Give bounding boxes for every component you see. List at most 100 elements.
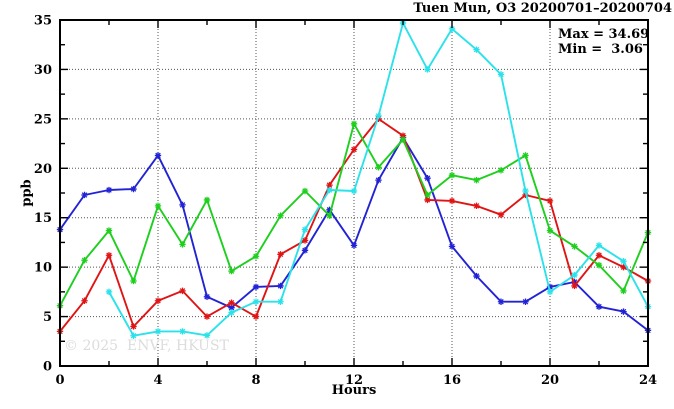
- series-blue-marker: [252, 283, 260, 291]
- series-green-marker: [81, 257, 88, 264]
- stat-max: Max = 34.69: [558, 27, 650, 42]
- series-blue-marker: [448, 243, 456, 250]
- series-red-marker: [571, 282, 578, 290]
- series-red-marker: [497, 211, 505, 218]
- series-blue-marker: [522, 298, 529, 305]
- x-axis-label: Hours: [331, 383, 377, 398]
- series-red-marker: [399, 132, 407, 139]
- series-green-marker: [497, 167, 505, 174]
- series-cyan-marker: [130, 332, 137, 339]
- series-cyan-marker: [154, 328, 162, 335]
- series-blue-marker: [326, 206, 333, 214]
- series-cyan-marker: [277, 298, 284, 305]
- series-cyan-marker: [350, 187, 358, 195]
- series-cyan-marker: [179, 328, 186, 335]
- x-tick-label: 12: [345, 373, 363, 388]
- series-green-marker: [546, 227, 554, 234]
- series-red-marker: [301, 237, 309, 244]
- stat-min: Min = 3.06: [558, 42, 643, 57]
- series-blue-marker: [154, 152, 162, 159]
- series-green-marker: [473, 176, 480, 184]
- series-cyan-marker: [301, 226, 309, 233]
- y-tick-label: 35: [34, 14, 52, 29]
- series-cyan-marker: [595, 242, 603, 249]
- y-tick-label: 10: [34, 261, 52, 276]
- series-cyan-marker: [326, 186, 333, 194]
- series-green-marker: [522, 152, 529, 159]
- series-blue-marker: [203, 293, 211, 300]
- series-green-marker: [228, 267, 235, 275]
- series-green-marker: [105, 227, 113, 234]
- series-cyan-marker: [448, 25, 456, 33]
- series-green-marker: [595, 261, 603, 269]
- series-cyan-marker: [546, 288, 554, 296]
- series-red-marker: [130, 323, 137, 330]
- stats-box: Max = 34.69 Min = 3.06: [558, 27, 649, 57]
- series-blue-marker: [571, 278, 578, 286]
- series-blue-marker: [277, 282, 284, 290]
- series-blue-marker: [473, 272, 480, 280]
- series-green-marker: [130, 277, 137, 285]
- series-green-marker: [154, 202, 162, 210]
- series-blue-marker: [375, 176, 382, 184]
- x-tick-label: 0: [55, 373, 64, 388]
- series-blue-marker: [301, 247, 309, 254]
- series-blue-marker: [424, 174, 431, 182]
- series-cyan-marker: [105, 288, 113, 296]
- series-red-marker: [448, 197, 456, 205]
- x-tick-label: 24: [639, 373, 657, 388]
- series-blue-marker: [81, 191, 88, 199]
- series-green-marker: [301, 187, 309, 195]
- series-red-marker: [228, 299, 235, 306]
- x-tick-label: 4: [153, 373, 162, 388]
- series-red-marker: [154, 297, 162, 304]
- series-cyan-marker: [522, 187, 529, 195]
- y-tick-label: 25: [34, 112, 52, 127]
- series-cyan-marker: [497, 71, 505, 78]
- series-green-marker: [571, 243, 578, 250]
- y-tick-label: 5: [43, 310, 52, 325]
- watermark: © 2025 ENVF, HKUST: [64, 338, 229, 354]
- series-red-marker: [546, 197, 554, 205]
- series-cyan-marker: [252, 298, 260, 305]
- series-cyan-marker: [203, 332, 211, 339]
- series-red-marker: [203, 313, 211, 320]
- series-green-marker: [424, 191, 431, 199]
- series-red-marker: [595, 252, 603, 259]
- series-green-marker: [252, 253, 260, 260]
- series-blue-marker: [105, 186, 113, 194]
- series-blue-marker: [228, 304, 235, 311]
- series-green-marker: [179, 241, 186, 248]
- series-cyan-marker: [228, 309, 235, 316]
- y-tick-label: 20: [34, 162, 52, 177]
- series-blue-marker: [130, 185, 137, 193]
- series-green-marker: [375, 164, 382, 171]
- plot-frame: [59, 19, 649, 367]
- series-green-marker: [620, 287, 627, 295]
- series-red-marker: [620, 263, 627, 271]
- y-tick-label: 0: [43, 360, 52, 375]
- y-tick-label: 15: [34, 211, 52, 226]
- series-green-marker: [399, 136, 407, 143]
- series-red-marker: [350, 146, 358, 153]
- y-axis-label: ppb: [19, 179, 35, 207]
- series-cyan-marker: [375, 112, 382, 120]
- series-green-marker: [203, 196, 211, 204]
- series-blue-marker: [546, 283, 554, 291]
- series-red-marker: [252, 313, 260, 320]
- series-green-marker: [326, 212, 333, 219]
- series-cyan-marker: [571, 271, 578, 279]
- series-red-marker: [326, 181, 333, 189]
- series-cyan-marker: [620, 258, 627, 265]
- series-cyan-marker: [424, 66, 431, 73]
- series-blue-marker: [179, 201, 186, 209]
- x-tick-label: 8: [251, 373, 260, 388]
- series-red-marker: [424, 196, 431, 204]
- series-green-marker: [277, 212, 284, 219]
- series-red-marker: [179, 287, 186, 295]
- series-blue-marker: [620, 308, 627, 315]
- chart-title: Tuen Mun, O3 20200701–20200704: [413, 1, 672, 16]
- y-tick-label: 30: [34, 63, 52, 78]
